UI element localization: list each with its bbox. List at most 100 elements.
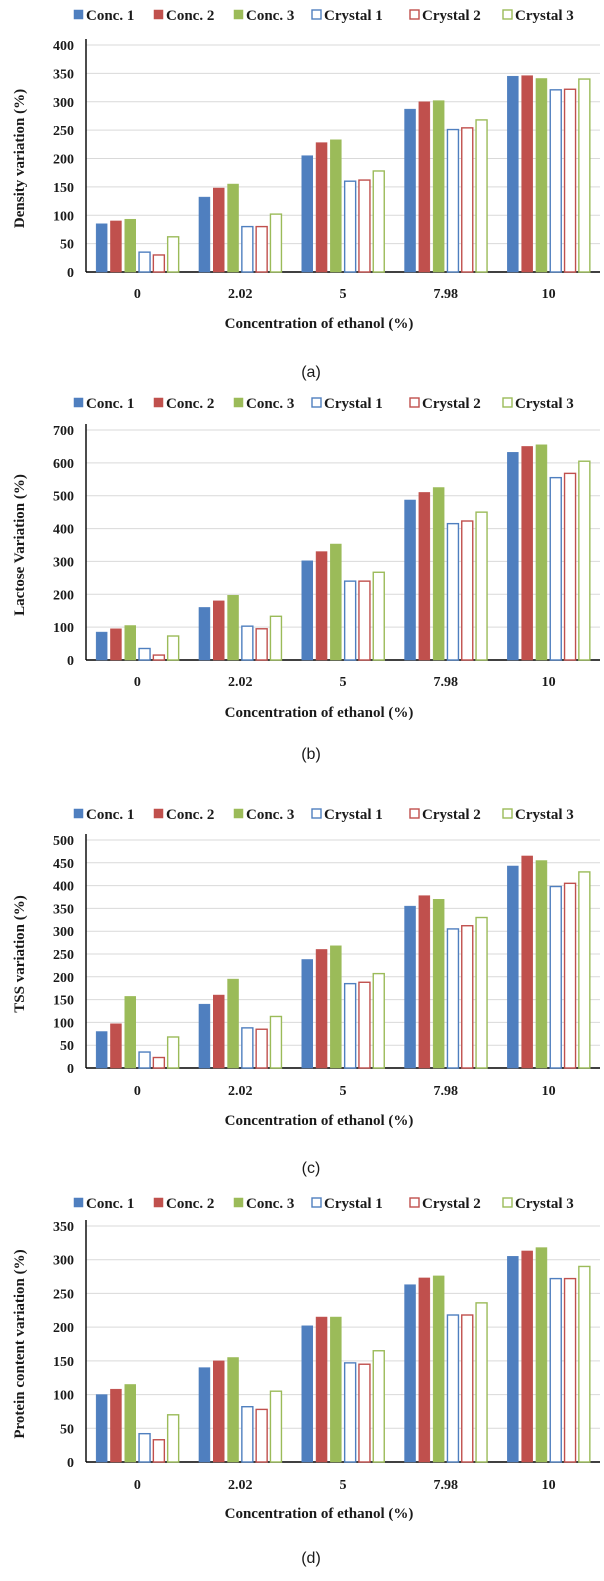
bar-conc-2-3 <box>418 101 431 273</box>
bar-crystal-3-3 <box>475 119 488 273</box>
bar-crystal-2-2 <box>358 981 371 1069</box>
bar-conc-2-0 <box>110 1388 122 1463</box>
bar-crystal-2-4 <box>563 472 577 661</box>
bar-conc-2-0 <box>110 220 122 273</box>
legend-swatch-4 <box>409 808 420 819</box>
bar-conc-3-1 <box>227 1357 239 1463</box>
bar-conc-3-0 <box>124 625 136 661</box>
y-tick-label: 200 <box>53 971 74 986</box>
bar-conc-2-2 <box>315 551 328 661</box>
y-tick-label: 300 <box>53 1254 74 1269</box>
bar-crystal-1-1 <box>241 625 254 661</box>
y-tick-label: 100 <box>53 1389 74 1404</box>
bar-conc-3-1 <box>227 978 239 1069</box>
bar-conc-3-4 <box>535 444 548 661</box>
legend-swatch-2 <box>233 1197 244 1208</box>
bar-conc-2-4 <box>521 855 533 1069</box>
legend-label-5: Crystal 3 <box>515 1196 574 1212</box>
legend-swatch-0 <box>73 397 84 408</box>
panel-caption: (c) <box>302 1160 321 1177</box>
y-tick-label: 250 <box>53 1287 74 1302</box>
bar-crystal-2-2 <box>358 580 371 661</box>
legend-label-4: Crystal 2 <box>422 1196 481 1212</box>
bar-conc-2-4 <box>521 75 533 273</box>
y-tick-label: 200 <box>53 153 74 168</box>
y-tick-label: 200 <box>53 588 74 603</box>
bar-crystal-2-4 <box>563 1277 577 1463</box>
x-tick-label: 7.98 <box>434 287 459 302</box>
bar-crystal-2-3 <box>461 127 474 273</box>
bar-conc-1-4 <box>507 452 519 661</box>
bar-crystal-1-0 <box>138 647 151 661</box>
legend-swatch-2 <box>233 397 244 408</box>
legend-label-3: Crystal 1 <box>324 396 383 412</box>
bar-crystal-2-0 <box>152 254 166 273</box>
x-tick-label: 10 <box>542 1084 556 1099</box>
bar-crystal-1-2 <box>343 180 357 273</box>
x-tick-label: 7.98 <box>434 1084 459 1099</box>
bar-conc-3-2 <box>330 1316 342 1463</box>
x-tick-label: 2.02 <box>228 287 253 302</box>
bar-crystal-2-3 <box>461 520 474 661</box>
legend-swatch-5 <box>502 397 513 408</box>
legend-label-1: Conc. 2 <box>166 807 214 823</box>
legend-label-5: Crystal 3 <box>515 807 574 823</box>
bar-crystal-3-1 <box>269 615 283 661</box>
bar-conc-1-2 <box>301 1325 313 1463</box>
bar-conc-3-0 <box>124 218 136 273</box>
bar-conc-2-0 <box>110 628 122 661</box>
bar-conc-2-1 <box>213 600 225 661</box>
y-tick-label: 0 <box>67 1062 74 1077</box>
x-tick-label: 5 <box>340 1478 347 1493</box>
y-tick-label: 350 <box>53 67 74 82</box>
bar-conc-2-1 <box>213 994 225 1069</box>
bar-crystal-1-2 <box>343 1362 357 1463</box>
legend-label-3: Crystal 1 <box>324 8 383 24</box>
panel-caption: (b) <box>301 746 321 763</box>
bar-crystal-1-1 <box>241 1406 254 1463</box>
bar-conc-3-4 <box>535 1247 548 1463</box>
legend-swatch-3 <box>311 808 322 819</box>
bar-crystal-1-4 <box>549 885 562 1069</box>
legend-swatch-3 <box>311 1197 322 1208</box>
bar-crystal-2-0 <box>152 1056 166 1069</box>
y-tick-label: 450 <box>53 857 74 872</box>
bar-conc-2-0 <box>110 1023 122 1069</box>
bar-conc-1-0 <box>95 631 108 661</box>
y-tick-label: 250 <box>53 948 74 963</box>
y-tick-label: 150 <box>53 1355 74 1370</box>
bar-conc-3-0 <box>124 1384 136 1463</box>
bar-crystal-3-2 <box>372 972 385 1069</box>
x-axis-title: Concentration of ethanol (%) <box>225 1113 414 1129</box>
x-tick-label: 0 <box>134 1478 141 1493</box>
legend-swatch-4 <box>409 1197 420 1208</box>
x-tick-label: 0 <box>134 675 141 690</box>
legend-label-5: Crystal 3 <box>515 8 574 24</box>
legend-label-1: Conc. 2 <box>166 1196 214 1212</box>
bar-conc-1-2 <box>301 155 313 273</box>
bar-conc-1-3 <box>404 1284 416 1463</box>
y-tick-label: 300 <box>53 555 74 570</box>
y-tick-label: 150 <box>53 994 74 1009</box>
y-tick-label: 100 <box>53 1016 74 1031</box>
legend-label-2: Conc. 3 <box>246 8 294 24</box>
bar-crystal-2-0 <box>152 654 166 661</box>
legend-swatch-5 <box>502 9 513 20</box>
y-tick-label: 150 <box>53 181 74 196</box>
y-tick-label: 50 <box>60 1039 74 1054</box>
bar-crystal-3-0 <box>166 1036 180 1069</box>
x-tick-label: 10 <box>542 675 556 690</box>
legend-swatch-4 <box>409 397 420 408</box>
bar-conc-3-3 <box>432 1275 445 1463</box>
bar-conc-2-1 <box>213 1360 225 1463</box>
bar-conc-1-1 <box>198 196 211 273</box>
bar-crystal-2-1 <box>255 1028 268 1069</box>
legend-label-2: Conc. 3 <box>246 807 294 823</box>
bar-crystal-3-4 <box>578 460 591 661</box>
legend-label-1: Conc. 2 <box>166 8 214 24</box>
bar-conc-3-1 <box>227 183 239 273</box>
bar-conc-1-1 <box>198 1003 211 1069</box>
bar-conc-2-2 <box>315 142 328 273</box>
legend-label-4: Crystal 2 <box>422 8 481 24</box>
legend-swatch-5 <box>502 808 513 819</box>
